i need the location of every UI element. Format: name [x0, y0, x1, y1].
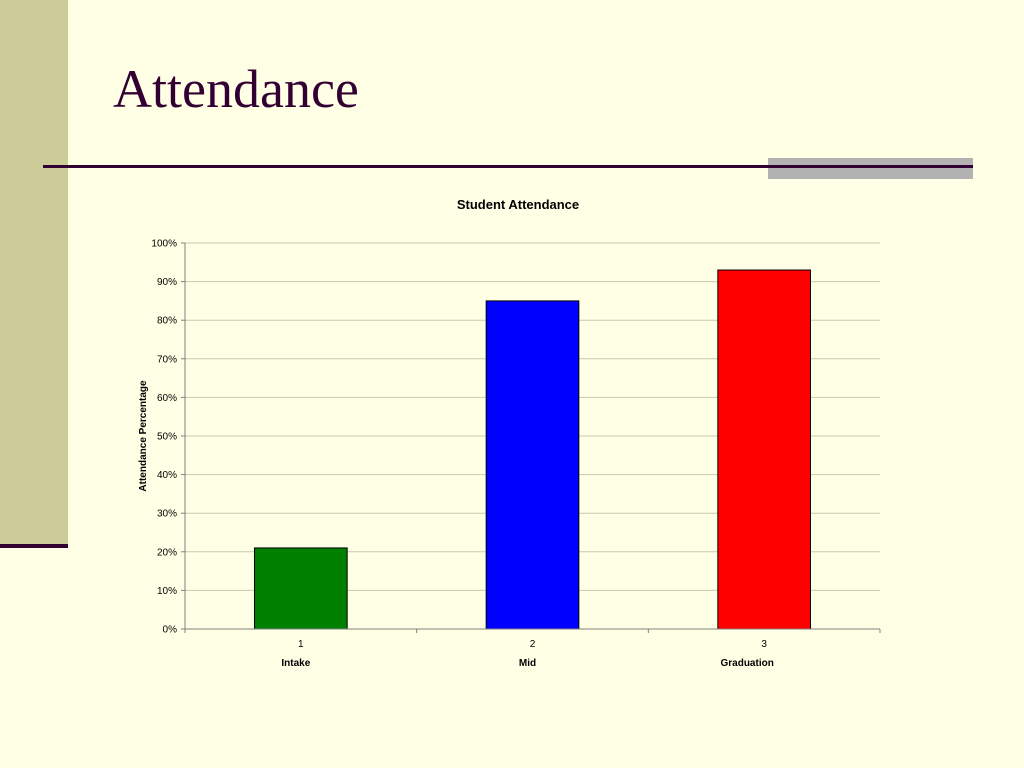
y-tick-label: 70% [157, 354, 177, 365]
y-tick-label: 40% [157, 470, 177, 481]
title-accent-block [768, 158, 973, 179]
y-tick-label: 80% [157, 316, 177, 327]
y-tick-label: 90% [157, 277, 177, 288]
bar-graduation [717, 269, 811, 630]
y-axis-label: Attendance Percentage [138, 380, 149, 492]
x-category-label: Intake [281, 658, 310, 669]
title-rule [43, 165, 973, 168]
left-accent-rule [0, 544, 68, 548]
x-tick-label: 3 [761, 639, 767, 650]
y-tick-label: 0% [163, 625, 178, 636]
y-tick-label: 50% [157, 432, 177, 443]
y-tick-label: 30% [157, 509, 177, 520]
title-accent-rule [768, 165, 973, 168]
bar-intake [254, 547, 348, 630]
bar-mid [485, 300, 580, 630]
y-tick-label: 100% [151, 239, 177, 250]
x-tick-label: 1 [298, 639, 304, 650]
slide-title: Attendance [113, 59, 359, 119]
y-tick-label: 60% [157, 393, 177, 404]
left-accent-band [0, 0, 68, 545]
x-category-label: Mid [519, 658, 536, 669]
x-tick-label: 2 [530, 639, 536, 650]
chart-title: Student Attendance [457, 197, 579, 212]
x-category-label: Graduation [720, 658, 773, 669]
y-tick-label: 10% [157, 586, 177, 597]
y-tick-label: 20% [157, 547, 177, 558]
